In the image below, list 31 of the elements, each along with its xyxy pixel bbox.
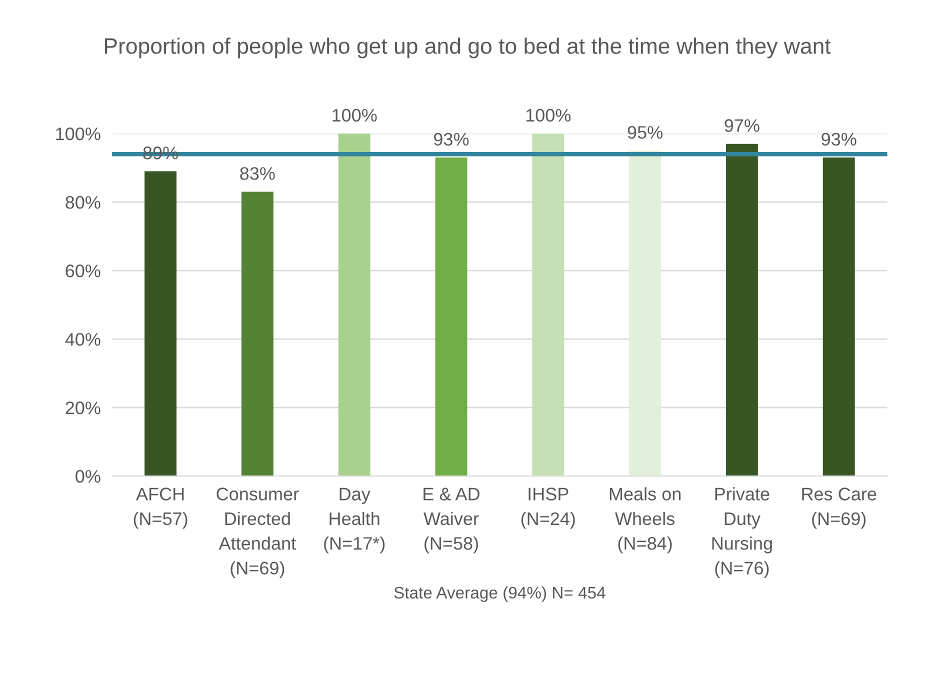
y-tick-label: 40% — [65, 333, 100, 346]
x-tick-label: Day Health (N=17*) — [324, 488, 385, 554]
y-tick-label: 0% — [76, 470, 100, 483]
data-label: 95% — [628, 126, 662, 139]
bar — [338, 134, 370, 476]
y-tick-label: 80% — [66, 196, 100, 209]
bar — [629, 150, 662, 476]
x-tick-label: Meals on Wheels (N=84) — [610, 487, 681, 554]
data-label: 100% — [332, 108, 377, 122]
x-tick-label: IHSP (N=24) — [521, 488, 575, 529]
y-tick-label: 100% — [56, 128, 100, 140]
bar — [144, 171, 177, 476]
bar — [532, 134, 564, 476]
x-tick-label: Res Care (N=69) — [802, 488, 876, 529]
data-label: 93% — [434, 132, 469, 146]
bar — [435, 158, 468, 476]
x-tick-label: E & AD Waiver (N=58) — [424, 488, 480, 554]
bar — [241, 192, 274, 476]
data-label: 100% — [526, 108, 571, 122]
y-tick-label: 60% — [66, 264, 100, 278]
data-label: 83% — [240, 167, 275, 180]
x-axis-title: State Average (94%) N= 454 — [394, 586, 606, 602]
data-label: 93% — [822, 132, 856, 146]
x-tick-label: Consumer Directed Attendant (N=69) — [216, 488, 299, 578]
x-tick-label: AFCH (N=57) — [134, 488, 188, 529]
y-tick-label: 20% — [66, 402, 100, 414]
chart-title: Proportion of people who get up and go to bed at the time when they want — [105, 38, 831, 58]
x-tick-label: Private Duty Nursing (N=76) — [712, 487, 772, 578]
bar — [726, 144, 758, 476]
data-label: 97% — [724, 119, 760, 132]
bar — [822, 158, 855, 476]
